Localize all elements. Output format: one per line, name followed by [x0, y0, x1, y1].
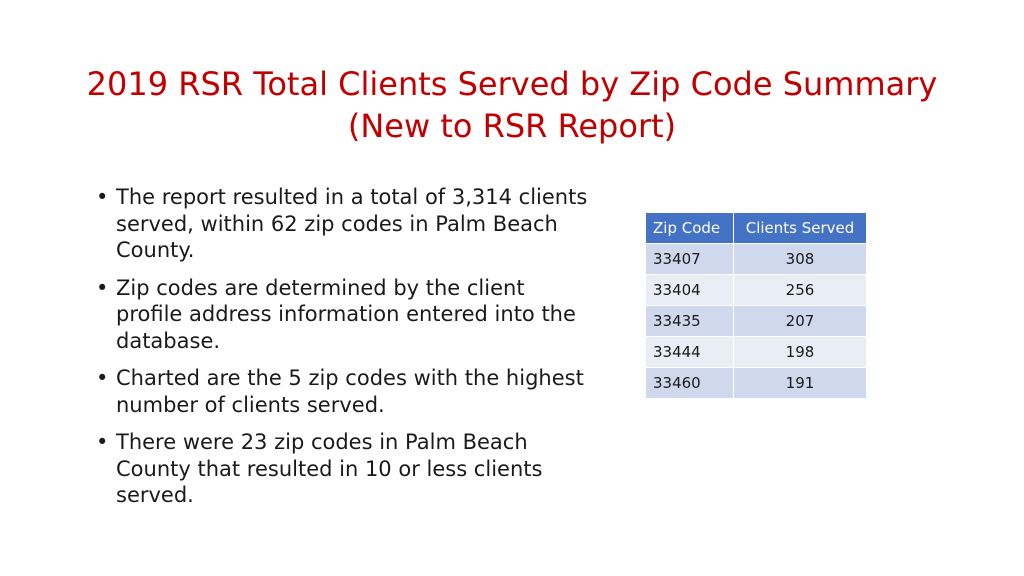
bullet-item: • Charted are the 5 zip codes with the h… [96, 365, 596, 418]
table-header-row: Zip Code Clients Served [645, 212, 867, 244]
zip-code-table: Zip Code Clients Served 33407 308 33404 … [645, 212, 867, 399]
bullet-item: • Zip codes are determined by the client… [96, 275, 596, 355]
bullet-item: • The report resulted in a total of 3,31… [96, 184, 596, 264]
cell-zip-code: 33435 [645, 305, 734, 337]
cell-zip-code: 33404 [645, 274, 734, 306]
table-row: 33444 198 [645, 336, 867, 368]
cell-zip-code: 33407 [645, 243, 734, 275]
cell-zip-code: 33444 [645, 336, 734, 368]
cell-clients-served: 198 [733, 336, 867, 368]
cell-clients-served: 308 [733, 243, 867, 275]
bullet-dot-icon: • [96, 366, 109, 390]
bullet-text: Zip codes are determined by the client p… [116, 275, 576, 353]
cell-clients-served: 207 [733, 305, 867, 337]
bullet-text: There were 23 zip codes in Palm Beach Co… [116, 430, 543, 507]
bullet-dot-icon: • [96, 275, 109, 300]
bullet-list: • The report resulted in a total of 3,31… [96, 184, 596, 520]
table-row: 33435 207 [645, 305, 867, 337]
bullet-item: • There were 23 zip codes in Palm Beach … [96, 429, 596, 509]
title-line-1: 2019 RSR Total Clients Served by Zip Cod… [86, 65, 938, 104]
header-zip-code: Zip Code [645, 212, 734, 244]
bullet-dot-icon: • [96, 430, 109, 454]
table-row: 33460 191 [645, 367, 867, 399]
cell-clients-served: 256 [733, 274, 867, 306]
table-row: 33407 308 [645, 243, 867, 275]
title-line-2: (New to RSR Report) [347, 107, 677, 146]
table-row: 33404 256 [645, 274, 867, 306]
bullet-text: Charted are the 5 zip codes with the hig… [116, 366, 584, 417]
slide-title: 2019 RSR Total Clients Served by Zip Cod… [60, 63, 964, 147]
header-clients-served: Clients Served [733, 212, 867, 244]
bullet-dot-icon: • [96, 185, 109, 209]
cell-clients-served: 191 [733, 367, 867, 399]
bullet-text: The report resulted in a total of 3,314 … [116, 185, 588, 262]
cell-zip-code: 33460 [645, 367, 734, 399]
